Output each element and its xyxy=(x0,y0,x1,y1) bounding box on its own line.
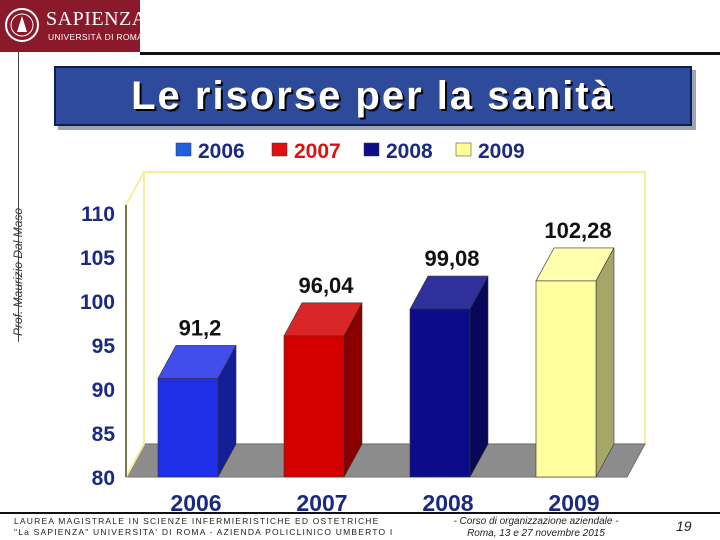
data-label: 99,08 xyxy=(424,246,479,271)
legend-label: 2006 xyxy=(198,140,245,163)
bar xyxy=(157,378,219,478)
y-tick-label: 80 xyxy=(92,467,115,490)
legend-swatch xyxy=(271,142,288,157)
bar xyxy=(409,308,471,478)
legend-label: 2007 xyxy=(294,140,341,163)
x-tick-label: 2008 xyxy=(422,490,473,516)
legend-swatch xyxy=(175,142,192,157)
left-divider xyxy=(18,52,19,342)
legend-label: 2009 xyxy=(478,140,525,163)
y-tick-label: 85 xyxy=(92,423,116,446)
legend-swatch xyxy=(455,142,472,157)
footer-course-line1: LAUREA MAGISTRALE IN SCIENZE INFERMIERIS… xyxy=(14,516,380,526)
footer-divider xyxy=(0,512,720,514)
legend-label: 2008 xyxy=(386,140,433,163)
x-tick-label: 2007 xyxy=(296,490,347,516)
chart-side-wall xyxy=(125,171,145,478)
y-tick-label: 110 xyxy=(81,203,115,226)
y-tick-label: 105 xyxy=(80,247,115,270)
bar xyxy=(283,335,345,478)
page-number: 19 xyxy=(676,518,692,534)
y-tick-label: 100 xyxy=(80,291,115,314)
footer-event-line1: - Corso di organizzazione aziendale - xyxy=(453,516,619,527)
logo-subtitle: UNIVERSITÀ DI ROMA xyxy=(48,32,144,42)
bar-side xyxy=(595,247,615,478)
legend-swatch xyxy=(363,142,380,157)
x-tick-label: 2006 xyxy=(170,490,221,516)
logo-name: SAPIENZA xyxy=(46,8,147,30)
y-tick-label: 95 xyxy=(92,335,116,358)
footer-course-line2: "La SAPIENZA" UNIVERSITA' DI ROMA - AZIE… xyxy=(14,527,394,537)
y-tick-label: 90 xyxy=(92,379,115,402)
seal-icon xyxy=(5,8,39,42)
title-banner: Le risorse per la sanità xyxy=(54,66,692,126)
data-label: 96,04 xyxy=(298,273,354,298)
footer-event-line2: Roma, 13 e 27 novembre 2015 xyxy=(467,528,605,539)
top-divider xyxy=(140,52,720,55)
data-label: 102,28 xyxy=(544,218,611,243)
x-tick-label: 2009 xyxy=(548,490,599,516)
slide-title: Le risorse per la sanità xyxy=(131,74,615,118)
footer-event-info: - Corso di organizzazione aziendale - Ro… xyxy=(436,516,636,540)
bar-side xyxy=(469,275,489,478)
data-label: 91,2 xyxy=(179,315,222,340)
footer-course-info: LAUREA MAGISTRALE IN SCIENZE INFERMIERIS… xyxy=(14,516,393,538)
bar xyxy=(535,280,597,478)
university-logo: SAPIENZA UNIVERSITÀ DI ROMA xyxy=(0,0,146,52)
